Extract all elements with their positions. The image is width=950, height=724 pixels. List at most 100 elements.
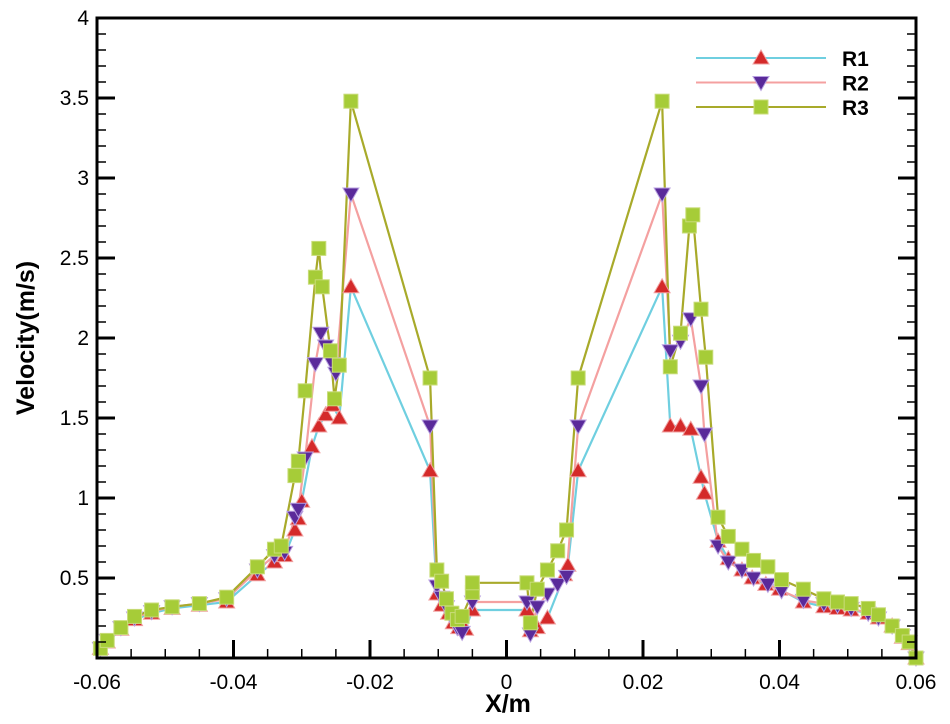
data-point-R3 — [685, 207, 701, 223]
series-R2 — [99, 193, 918, 659]
data-point-R3 — [654, 93, 670, 109]
data-point-R3 — [550, 543, 566, 559]
y-tick-label: 3.5 — [60, 87, 89, 110]
plot-frame — [95, 16, 918, 660]
data-point-R1 — [330, 408, 349, 425]
data-point-R2 — [557, 569, 576, 586]
data-point-R3 — [454, 608, 470, 624]
data-point-R2 — [692, 379, 710, 396]
data-point-R3 — [539, 562, 555, 578]
data-point-R3 — [249, 559, 265, 575]
x-tick-label: 0.02 — [623, 671, 664, 694]
data-point-R3 — [734, 541, 750, 557]
series-line-R3 — [99, 100, 918, 659]
data-point-R2 — [306, 357, 325, 373]
data-point-R2 — [733, 563, 751, 580]
x-tick-label: -0.04 — [210, 671, 258, 694]
data-point-R3 — [164, 599, 180, 615]
data-point-R3 — [522, 615, 538, 631]
legend-label: R3 — [842, 97, 869, 120]
data-point-R3 — [287, 468, 303, 484]
data-point-R3 — [343, 93, 359, 109]
y-tick-label: 2 — [77, 327, 89, 350]
data-point-R3 — [760, 559, 776, 575]
data-point-R1 — [559, 556, 577, 572]
y-tick-label: 2.5 — [60, 247, 89, 270]
data-point-R3 — [113, 620, 129, 636]
data-point-R1 — [569, 461, 588, 478]
data-point-R3 — [673, 325, 689, 341]
x-tick-label: 0.04 — [759, 671, 800, 694]
y-tick-label: 0.5 — [60, 567, 89, 590]
data-point-R3 — [331, 357, 347, 373]
x-tick-label: 0.06 — [896, 671, 937, 694]
data-point-R2 — [695, 427, 714, 444]
data-point-R1 — [681, 420, 700, 436]
data-point-R1 — [342, 277, 360, 294]
data-point-R2 — [661, 344, 680, 360]
data-point-R3 — [290, 453, 306, 469]
data-point-R3 — [870, 607, 886, 623]
y-axis-label: Velocity(m/s) — [12, 261, 40, 415]
data-point-R2 — [528, 600, 547, 616]
data-point-R2 — [548, 577, 567, 594]
legend-label: R2 — [842, 73, 869, 96]
data-point-R1 — [695, 484, 714, 500]
series-layer — [91, 93, 925, 668]
data-point-R3 — [422, 370, 438, 386]
data-point-R3 — [273, 538, 289, 554]
data-point-R3 — [693, 301, 709, 317]
data-point-R2 — [311, 326, 330, 343]
data-point-R1 — [671, 416, 690, 433]
legend-entry-R1: R1 — [696, 48, 869, 71]
data-point-R2 — [759, 577, 777, 594]
data-point-R3 — [795, 581, 811, 597]
y-tick-label: 4 — [77, 7, 89, 30]
data-point-R3 — [698, 349, 714, 365]
series-R3 — [99, 100, 918, 659]
data-point-R3 — [710, 509, 726, 525]
data-point-R3 — [314, 279, 330, 295]
data-point-R3 — [464, 575, 480, 591]
data-point-R1 — [692, 468, 710, 484]
data-point-R1 — [309, 416, 328, 433]
markers-R1 — [91, 277, 925, 665]
data-point-R3 — [570, 370, 586, 386]
legend-marker — [752, 76, 770, 92]
x-tick-label: -0.02 — [346, 671, 394, 694]
series-line-R2 — [99, 193, 918, 659]
data-point-R3 — [662, 359, 678, 375]
y-tick-label: 3 — [77, 167, 89, 190]
data-point-R3 — [327, 391, 343, 407]
data-point-R2 — [342, 187, 360, 204]
data-point-R3 — [559, 522, 575, 538]
data-point-R2 — [421, 419, 439, 436]
data-point-R3 — [720, 528, 736, 544]
data-point-R3 — [529, 581, 545, 597]
y-tick-label: 1.5 — [60, 407, 89, 430]
data-point-R1 — [653, 277, 671, 294]
markers-R3 — [92, 93, 924, 666]
data-point-R3 — [843, 596, 859, 612]
x-tick-label: -0.06 — [73, 671, 121, 694]
data-point-R3 — [434, 573, 450, 589]
data-point-R1 — [538, 608, 557, 625]
data-point-R3 — [127, 608, 143, 624]
data-point-R2 — [744, 571, 763, 588]
data-point-R1 — [421, 461, 439, 478]
data-point-R3 — [297, 383, 313, 399]
data-point-R3 — [322, 343, 338, 359]
data-point-R3 — [438, 591, 454, 607]
data-point-R2 — [569, 419, 588, 436]
data-point-R3 — [219, 589, 235, 605]
data-point-R3 — [774, 572, 790, 588]
data-point-R2 — [289, 502, 308, 519]
data-point-R3 — [144, 602, 160, 618]
data-point-R2 — [719, 555, 738, 572]
ticks-layer: -0.06 -0.04 -0.02 0 0.02 0.04 0.06 0.5 1 1.5 2 2.5 3… — [60, 7, 937, 694]
data-point-R3 — [830, 594, 846, 610]
legend-entry-R3: R3 — [696, 97, 869, 120]
x-axis-label: X/m — [485, 690, 531, 718]
